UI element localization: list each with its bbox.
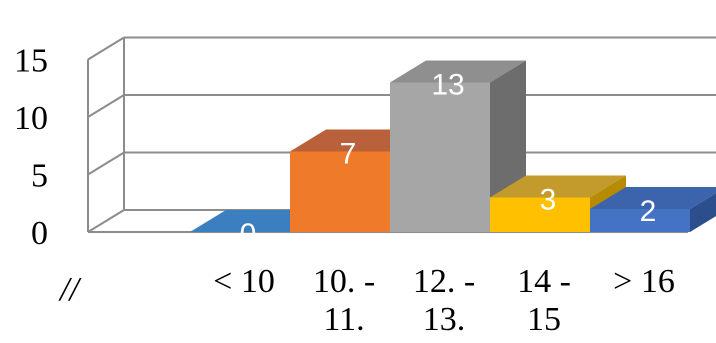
bar-1 [290,151,390,232]
bar-2 [390,82,490,232]
bars [190,60,716,232]
bar-3 [490,197,590,232]
data-label-1: 7 [340,138,357,171]
data-label-4: 2 [640,195,657,228]
y-tick-label: 10 [14,100,48,137]
gridline-side-10 [87,94,125,118]
bar-top-3 [490,175,626,198]
category-label-4: > 16 [613,263,675,300]
data-label-2: 13 [431,69,464,102]
gridline-side-0 [87,209,125,233]
category-label-2: 12. - [413,263,475,300]
y-tick-label: 15 [14,43,48,80]
gridline-side-15 [87,36,125,61]
bar-side-4 [690,193,716,232]
category-label-2: 13. [423,301,466,338]
bar-top-4 [590,187,716,209]
category-label-3: 15 [527,301,561,338]
category-label-1: 10. - [313,263,375,300]
data-label-0: 0 [240,218,257,251]
y-tick-label: 0 [31,215,48,252]
axis-break-mark: // [58,271,82,308]
category-label-3: 14 - [517,263,571,300]
y-tick-label: 5 [31,158,48,195]
data-label-3: 3 [540,184,557,217]
category-label-1: 11. [323,301,364,338]
bar-4 [590,209,690,232]
category-label-0: < 10 [213,263,275,300]
gridline-side-5 [87,151,125,176]
bar-top-2 [390,60,526,83]
